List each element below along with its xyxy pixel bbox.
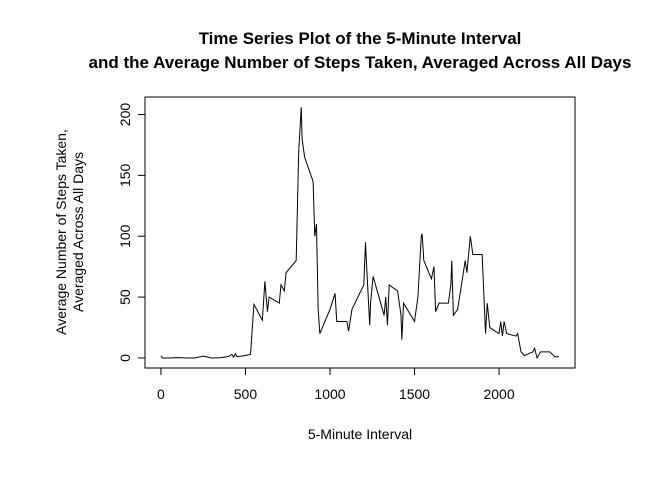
x-tick-label: 0 (157, 386, 165, 402)
x-axis-label: 5-Minute Interval (308, 426, 412, 442)
x-tick-label: 500 (234, 386, 258, 402)
y-axis-label: Average Number of Steps Taken, (53, 129, 69, 335)
chart-title: and the Average Number of Steps Taken, A… (89, 53, 632, 72)
x-tick-label: 1500 (399, 386, 430, 402)
x-tick-label: 1000 (314, 386, 345, 402)
data-line (160, 107, 560, 360)
y-tick-label: 0 (117, 354, 133, 362)
y-axis-label: Averaged Across All Days (70, 152, 86, 312)
x-tick-label: 2000 (483, 386, 514, 402)
chart-title: Time Series Plot of the 5-Minute Interva… (199, 29, 522, 48)
y-tick-label: 150 (117, 163, 133, 187)
y-tick-label: 200 (117, 103, 133, 127)
y-tick-label: 100 (117, 224, 133, 248)
y-tick-label: 50 (117, 289, 133, 305)
